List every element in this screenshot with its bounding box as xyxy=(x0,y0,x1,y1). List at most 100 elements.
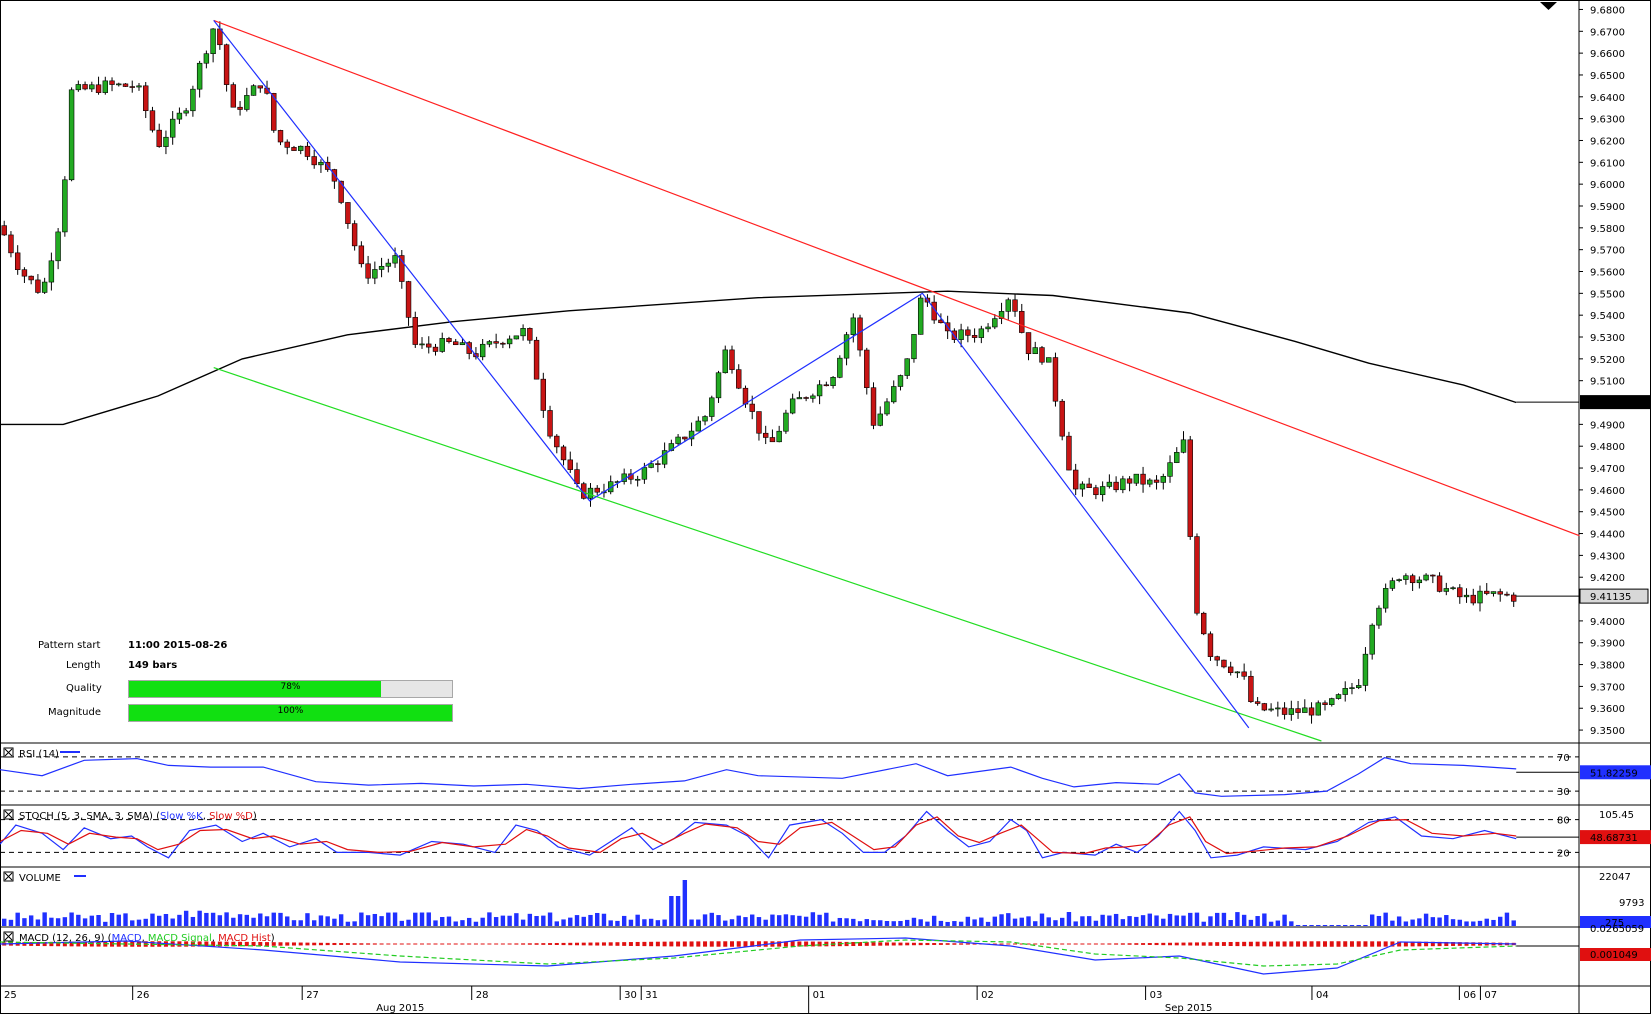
candle xyxy=(1382,583,1389,613)
macd-hist-bar xyxy=(1424,941,1429,947)
candle xyxy=(1120,475,1126,494)
volume-bar xyxy=(231,917,236,926)
candle-body xyxy=(1329,698,1335,705)
candle xyxy=(129,80,135,93)
candle xyxy=(1227,661,1234,676)
macd-hist-bar xyxy=(1275,941,1280,947)
candle xyxy=(163,130,169,155)
candle xyxy=(870,382,877,430)
candle-body xyxy=(169,118,176,138)
candle-body xyxy=(506,338,513,345)
volume-bar xyxy=(1343,925,1348,926)
candle xyxy=(911,334,917,363)
candle-body xyxy=(399,255,405,282)
stoch-level-20-label: 20 xyxy=(1557,848,1570,859)
macd-signal-line xyxy=(0,939,1517,967)
volume-bar xyxy=(1437,917,1442,926)
volume-bar xyxy=(82,918,88,926)
candle xyxy=(426,336,432,354)
volume-bar xyxy=(15,912,20,926)
volume-bar xyxy=(487,912,492,926)
stoch-legend-separator: , xyxy=(203,811,209,822)
macd-hist-bar xyxy=(1397,941,1402,947)
candle xyxy=(277,129,284,146)
candle-body xyxy=(244,95,250,110)
candle-body xyxy=(163,136,169,147)
candle xyxy=(1194,533,1200,616)
candle xyxy=(95,76,102,95)
candle-body xyxy=(1349,687,1355,689)
candle xyxy=(702,415,708,426)
price-tick-label: 9.4700 xyxy=(1590,464,1625,475)
candle-body xyxy=(1416,579,1423,584)
macd-hist-bar xyxy=(1107,943,1112,945)
macd-hist-bar xyxy=(649,941,654,947)
candle-body xyxy=(1295,708,1301,713)
candle-body xyxy=(648,463,654,468)
candle-body xyxy=(1376,607,1382,626)
macd-hist-bar xyxy=(1019,943,1024,945)
volume-bar xyxy=(42,912,47,926)
volume-bar xyxy=(103,921,108,926)
macd-hist-bar xyxy=(1302,941,1307,947)
macd-hist-bar xyxy=(1087,943,1092,945)
candle-body xyxy=(1025,332,1032,355)
volume-bar xyxy=(446,916,452,926)
candle-body xyxy=(884,401,890,415)
macd-hist-bar xyxy=(810,941,815,947)
volume-bar xyxy=(426,912,431,926)
macd-legend-sep1: , xyxy=(142,933,148,944)
candle xyxy=(271,92,277,133)
candle-body xyxy=(722,349,728,374)
macd-hist-bar xyxy=(406,943,411,945)
candle-body xyxy=(271,93,277,131)
macd-hist-bar xyxy=(1053,943,1058,945)
panel-close-icon-cross xyxy=(4,810,13,819)
candle xyxy=(1005,297,1011,320)
volume-title: VOLUME xyxy=(19,873,61,884)
macd-hist-bar xyxy=(601,942,606,946)
volume-bar xyxy=(945,921,950,926)
candle xyxy=(385,258,392,273)
volume-bar xyxy=(1093,920,1099,926)
candle-body xyxy=(1201,612,1207,635)
volume-bar xyxy=(500,915,506,926)
volume-bar xyxy=(311,920,317,926)
candle-body xyxy=(1194,536,1200,614)
candle-body xyxy=(594,487,600,493)
candle xyxy=(1443,582,1450,596)
macd-hist-bar xyxy=(844,941,849,947)
volume-bar xyxy=(1295,925,1301,926)
pattern-start-value: 11:00 2015-08-26 xyxy=(128,640,228,651)
candle-body xyxy=(904,358,910,376)
volume-bar xyxy=(352,921,357,926)
price-tick-label: 9.3900 xyxy=(1590,639,1625,650)
volume-bar xyxy=(386,912,391,926)
candle xyxy=(1288,700,1295,721)
macd-hist-bar xyxy=(386,943,391,945)
macd-hist-bar xyxy=(790,941,795,947)
price-tick-label: 9.5400 xyxy=(1590,311,1625,322)
candle xyxy=(1484,583,1490,596)
macd-hist-bar xyxy=(1248,941,1253,947)
macd-hist-bar xyxy=(1174,942,1179,946)
volume-bar xyxy=(143,918,148,926)
candle xyxy=(203,50,210,69)
candle-body xyxy=(102,80,108,93)
volume-bar xyxy=(527,913,533,926)
candle-body xyxy=(1302,707,1308,713)
macd-hist-bar xyxy=(864,942,869,946)
volume-bar xyxy=(581,916,586,926)
macd-hist-bar xyxy=(1269,941,1274,947)
candle-body xyxy=(250,85,257,96)
candle-body xyxy=(513,335,520,340)
price-tick-label: 9.6800 xyxy=(1590,5,1625,16)
macd-hist-bar xyxy=(871,942,876,946)
volume-bar xyxy=(1356,925,1361,926)
volume-bar xyxy=(891,921,896,926)
candle xyxy=(479,339,486,361)
candle-body xyxy=(985,326,991,330)
pattern-start-label: Pattern start xyxy=(38,640,101,651)
candle-body xyxy=(520,328,526,337)
candle xyxy=(992,314,998,330)
